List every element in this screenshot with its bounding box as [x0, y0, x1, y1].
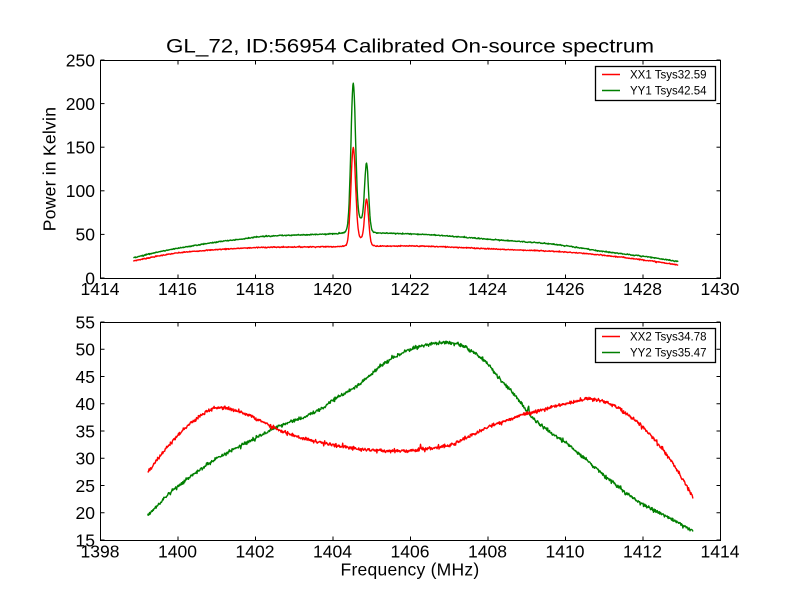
svg-text:YY2 Tsys35.47: YY2 Tsys35.47 — [630, 347, 707, 359]
svg-text:1398: 1398 — [81, 541, 120, 561]
svg-text:55: 55 — [76, 312, 95, 332]
svg-text:150: 150 — [66, 138, 95, 158]
svg-text:1418: 1418 — [236, 279, 275, 299]
svg-text:1426: 1426 — [546, 279, 585, 299]
svg-text:1420: 1420 — [313, 279, 352, 299]
svg-text:1400: 1400 — [158, 541, 197, 561]
svg-text:200: 200 — [66, 94, 95, 114]
svg-text:0: 0 — [85, 268, 95, 288]
svg-text:1430: 1430 — [701, 279, 740, 299]
svg-text:25: 25 — [76, 476, 95, 496]
svg-text:GL_72, ID:56954 Calibrated On-: GL_72, ID:56954 Calibrated On-source spe… — [166, 37, 654, 58]
svg-text:50: 50 — [76, 340, 96, 360]
svg-text:XX1 Tsys32.59: XX1 Tsys32.59 — [630, 70, 707, 82]
svg-text:20: 20 — [76, 503, 96, 523]
svg-text:1406: 1406 — [391, 541, 430, 561]
svg-text:35: 35 — [76, 421, 95, 441]
svg-text:250: 250 — [66, 50, 95, 70]
svg-text:Power in Kelvin: Power in Kelvin — [40, 107, 60, 231]
svg-text:1402: 1402 — [236, 541, 275, 561]
svg-text:1414: 1414 — [81, 279, 120, 299]
svg-text:45: 45 — [76, 367, 95, 387]
svg-text:1412: 1412 — [623, 541, 662, 561]
svg-text:1428: 1428 — [623, 279, 662, 299]
svg-text:40: 40 — [76, 394, 96, 414]
svg-text:1422: 1422 — [391, 279, 430, 299]
svg-text:50: 50 — [76, 225, 96, 245]
svg-text:YY1 Tsys42.54: YY1 Tsys42.54 — [630, 85, 707, 97]
svg-text:Frequency (MHz): Frequency (MHz) — [341, 560, 480, 580]
svg-text:1410: 1410 — [546, 541, 585, 561]
svg-text:1414: 1414 — [701, 541, 740, 561]
svg-text:30: 30 — [76, 449, 96, 469]
svg-text:1424: 1424 — [468, 279, 507, 299]
svg-text:1416: 1416 — [158, 279, 197, 299]
svg-text:XX2 Tsys34.78: XX2 Tsys34.78 — [630, 332, 707, 344]
svg-text:1408: 1408 — [468, 541, 507, 561]
svg-text:15: 15 — [76, 530, 95, 550]
svg-text:100: 100 — [66, 181, 95, 201]
svg-text:1404: 1404 — [313, 541, 352, 561]
